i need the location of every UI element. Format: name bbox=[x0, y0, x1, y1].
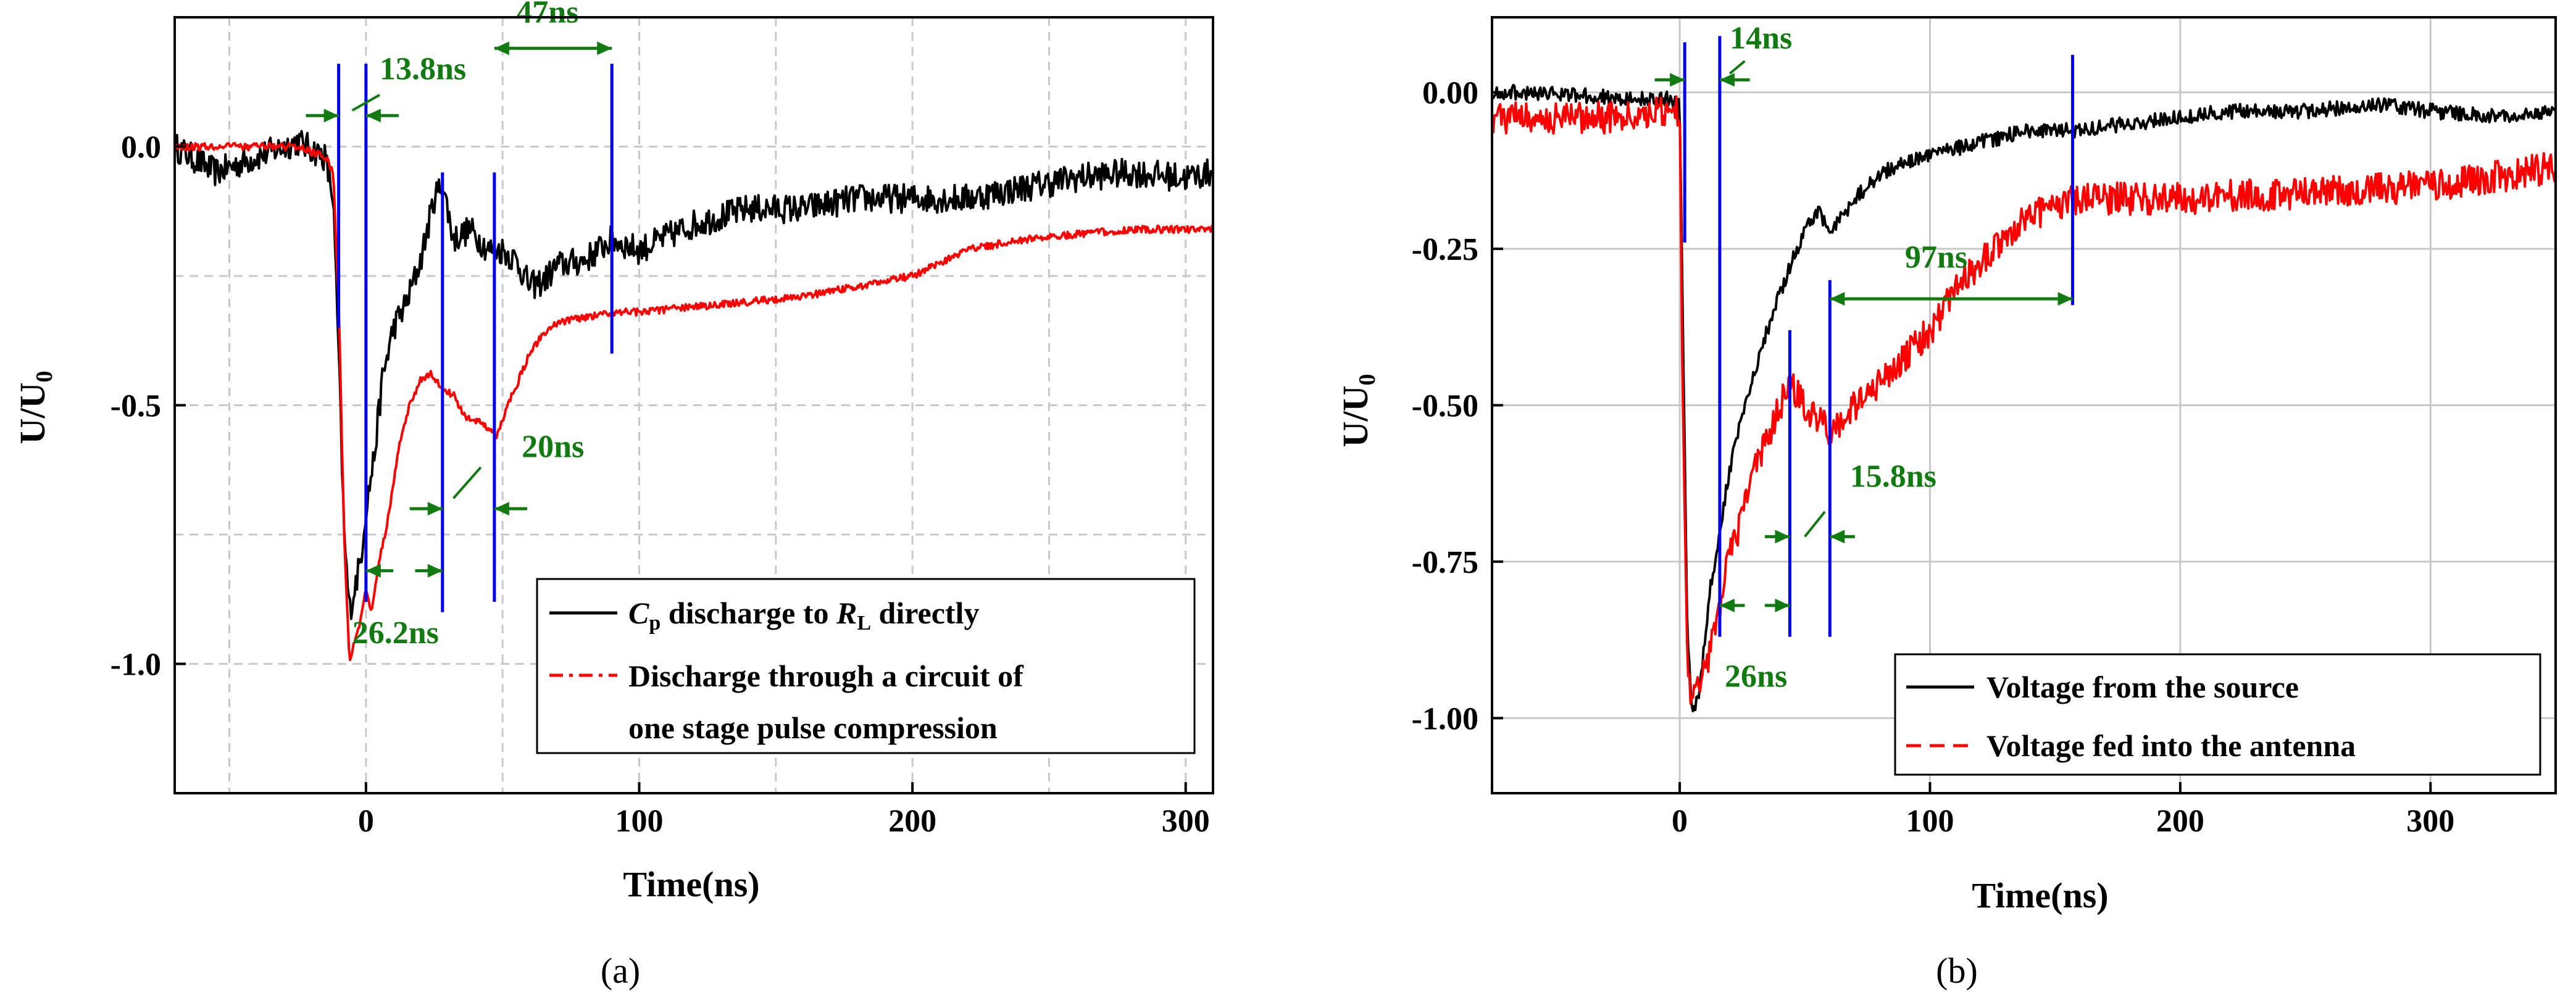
marker-lines-a bbox=[337, 64, 614, 612]
interval-label: 14ns bbox=[1730, 21, 1792, 56]
panel-caption-b: (b) bbox=[1936, 951, 1978, 991]
legend-b: Voltage from the source Voltage fed into… bbox=[1894, 653, 2541, 776]
legend-entry-source: Voltage from the source bbox=[1986, 670, 2299, 704]
interval-label: 26ns bbox=[1725, 659, 1787, 694]
y-tick-label: -0.75 bbox=[1412, 545, 1478, 580]
label-leader bbox=[452, 466, 482, 499]
y-axis-label-a: U/U0 bbox=[12, 371, 57, 444]
arrow-head bbox=[597, 41, 612, 56]
series-group-b bbox=[1491, 83, 2557, 712]
y-axis-label-b: U/U0 bbox=[1335, 374, 1380, 448]
chart-panel-b: 14ns 97ns 15.8ns 26ns 0 100 200 300 0.00 -0.25 -0… bbox=[1335, 16, 2557, 991]
y-tick-label: -0.5 bbox=[110, 389, 161, 424]
x-tick-label: 300 bbox=[2406, 804, 2454, 839]
arrow-head bbox=[1775, 530, 1790, 544]
y-tick-label: -0.25 bbox=[1412, 232, 1478, 267]
ticks-a: 0 100 200 300 0.0 -0.5 -1.0 bbox=[110, 130, 1210, 839]
series-line-red bbox=[1491, 95, 2557, 705]
arrow-head bbox=[494, 41, 509, 56]
panel-caption-a: (a) bbox=[601, 951, 640, 991]
series-line-red bbox=[173, 141, 1214, 661]
arrow-head bbox=[365, 564, 381, 578]
interval-annotation: 20ns bbox=[409, 429, 584, 516]
interval-label: 97ns bbox=[1905, 240, 1967, 275]
interval-annotation: 14ns bbox=[1654, 21, 1792, 87]
interval-annotation: 26.2ns bbox=[352, 564, 443, 651]
interval-label: 20ns bbox=[522, 429, 584, 464]
ticks-b: 0 100 200 300 0.00 -0.25 -0.50 -0.75 -1.00 bbox=[1412, 76, 2455, 839]
x-tick-label: 300 bbox=[1162, 804, 1210, 839]
series-line-black bbox=[173, 130, 1214, 620]
arrow-head bbox=[427, 564, 443, 578]
legend-entry-cp: Cp discharge to RL directly bbox=[628, 596, 979, 635]
legend-entry-compression-line2: one stage pulse compression bbox=[628, 710, 998, 745]
arrow-head bbox=[2057, 292, 2073, 306]
arrow-head bbox=[1719, 73, 1735, 87]
series-line-black bbox=[1491, 83, 2557, 712]
legend-entry-compression-line1: Discharge through a circuit of bbox=[628, 659, 1024, 693]
arrow-head bbox=[323, 109, 339, 123]
interval-annotation: 47ns bbox=[494, 0, 612, 56]
interval-label: 26.2ns bbox=[352, 615, 439, 651]
legend-box-a bbox=[536, 578, 1196, 754]
label-leader bbox=[1728, 60, 1746, 75]
arrow-head bbox=[1719, 598, 1735, 612]
x-tick-label: 0 bbox=[358, 804, 374, 839]
x-axis-label-b: Time(ns) bbox=[1972, 875, 2108, 915]
interval-label: 13.8ns bbox=[380, 52, 466, 87]
arrow-head bbox=[1670, 73, 1685, 87]
interval-annotation: 26ns bbox=[1719, 598, 1790, 694]
interval-annotation: 15.8ns bbox=[1764, 459, 1936, 544]
series-group-a bbox=[173, 130, 1214, 661]
interval-label: 47ns bbox=[516, 0, 578, 30]
arrow-head bbox=[1830, 530, 1845, 544]
arrow-head bbox=[365, 109, 381, 123]
x-tick-label: 100 bbox=[1906, 804, 1954, 839]
annotations-b: 14ns 97ns 15.8ns 26ns bbox=[1654, 21, 2073, 694]
legend-entry-antenna: Voltage fed into the antenna bbox=[1986, 728, 2356, 763]
interval-label: 15.8ns bbox=[1850, 459, 1936, 494]
x-tick-label: 200 bbox=[888, 804, 936, 839]
x-axis-label-a: Time(ns) bbox=[623, 864, 759, 904]
y-tick-label: -0.50 bbox=[1412, 389, 1478, 424]
label-leader bbox=[351, 93, 380, 112]
label-leader bbox=[1804, 510, 1826, 538]
x-tick-label: 100 bbox=[615, 804, 663, 839]
marker-lines-b bbox=[1683, 36, 2075, 637]
arrow-head bbox=[427, 502, 443, 516]
chart-panel-a: 13.8ns 47ns 20ns 26.2ns 0 100 200 300 0.0 -0.5 -1… bbox=[12, 0, 1214, 991]
annotations-a: 13.8ns 47ns 20ns 26.2ns bbox=[306, 0, 612, 651]
arrow-head bbox=[494, 502, 509, 516]
y-tick-label: 0.00 bbox=[1422, 76, 1478, 111]
x-tick-label: 0 bbox=[1672, 804, 1688, 839]
arrow-head bbox=[1830, 292, 1845, 306]
interval-annotation: 97ns bbox=[1830, 240, 2073, 306]
y-tick-label: 0.0 bbox=[121, 130, 161, 165]
y-tick-label: -1.0 bbox=[110, 648, 161, 683]
legend-a: Cp discharge to RL directly Discharge th… bbox=[536, 578, 1196, 754]
interval-annotation: 13.8ns bbox=[306, 52, 466, 123]
arrow-head bbox=[1775, 598, 1790, 612]
x-tick-label: 200 bbox=[2156, 804, 2204, 839]
legend-box-b bbox=[1894, 653, 2541, 776]
y-tick-label: -1.00 bbox=[1412, 701, 1478, 736]
